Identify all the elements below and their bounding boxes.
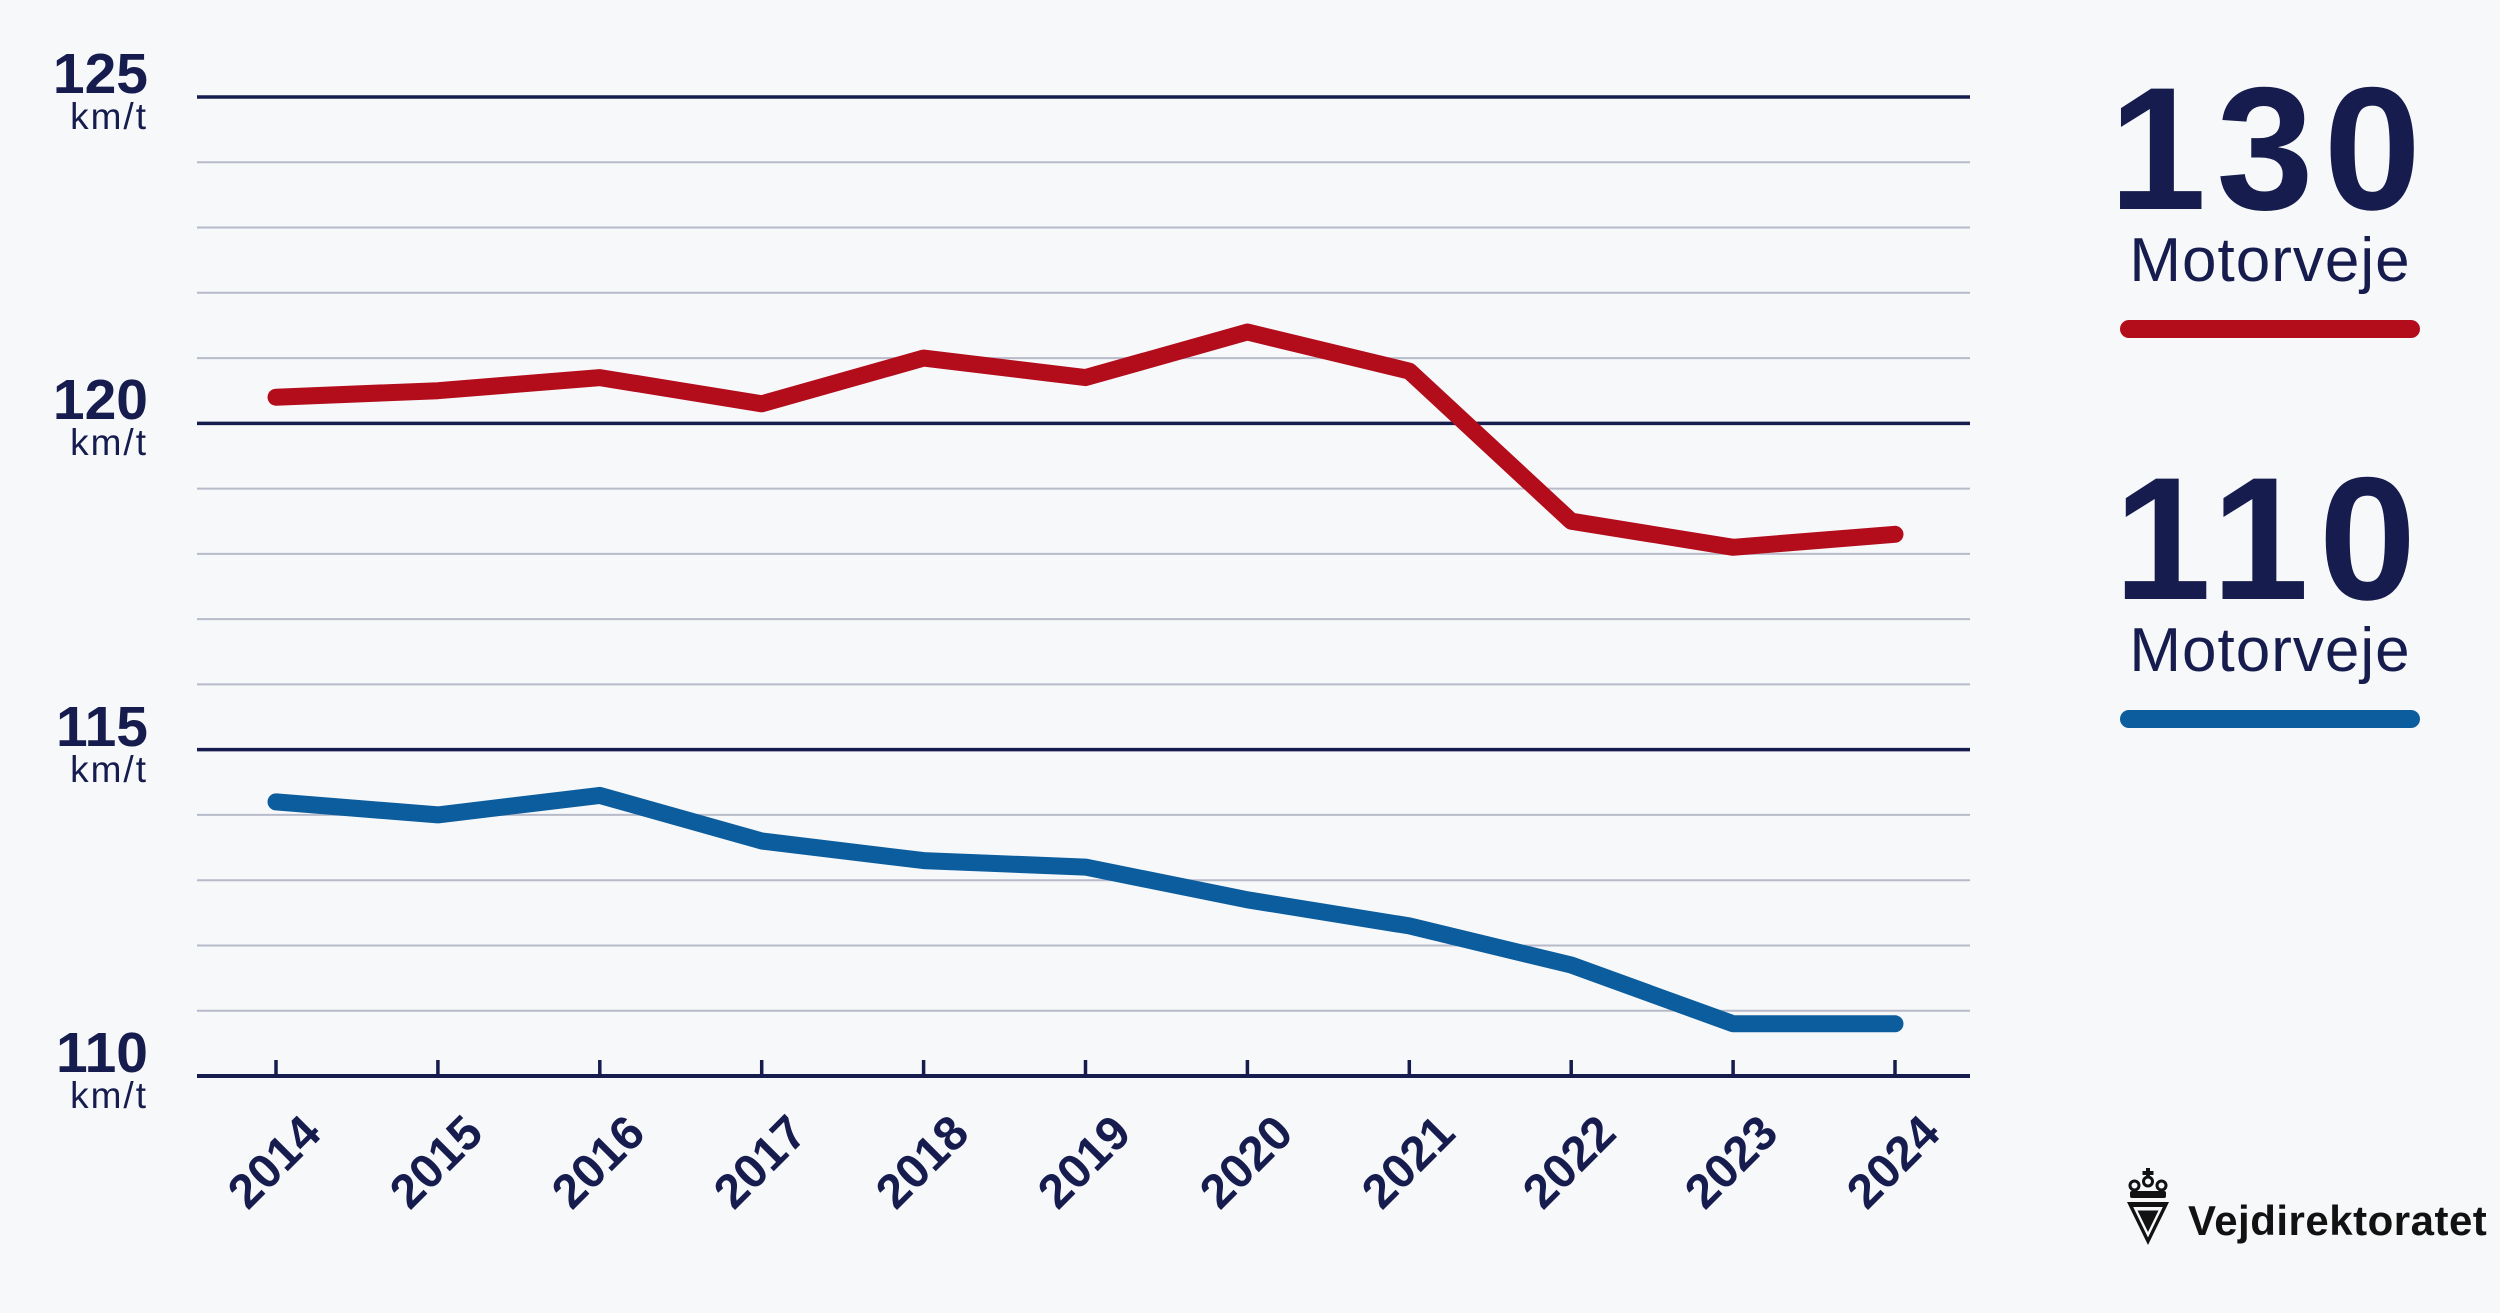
series-line-110-motorveje xyxy=(267,786,1904,1033)
y-axis-label-110: 110 km/t xyxy=(0,1021,148,1116)
legend-swatch-red-line xyxy=(2120,320,2420,338)
legend-item-110-motorveje: 110 Motorveje xyxy=(2105,442,2435,728)
legend-label-110: Motorveje xyxy=(2129,616,2411,685)
y-tick-value: 115 xyxy=(56,694,148,759)
y-tick-value: 125 xyxy=(52,42,148,106)
y-tick-value: 120 xyxy=(52,368,148,433)
y-tick-unit: km/t xyxy=(70,96,148,137)
y-tick-unit: km/t xyxy=(70,422,148,464)
legend-item-130-motorveje: 130 Motorveje xyxy=(2105,52,2435,338)
y-tick-unit: km/t xyxy=(70,1075,148,1116)
y-axis-label-115: 115 km/t xyxy=(0,694,148,790)
logo-text: Vejdirektoratet xyxy=(2188,1197,2488,1244)
y-tick-value: 110 xyxy=(56,1021,148,1085)
y-axis-label-125: 125 km/t xyxy=(0,42,148,137)
y-axis-label-120: 120 km/t xyxy=(0,368,148,464)
vejdirektoratet-logo: Vejdirektoratet xyxy=(2125,1168,2487,1246)
crown-triangle-icon xyxy=(2127,1168,2169,1245)
legend-value-110: 110 xyxy=(2113,442,2427,637)
series-line-130-motorveje xyxy=(267,323,1904,556)
legend-label-130: Motorveje xyxy=(2129,226,2411,295)
legend-value-130: 130 xyxy=(2109,52,2431,247)
y-tick-unit: km/t xyxy=(70,748,148,790)
legend-swatch-blue-line xyxy=(2120,710,2420,728)
